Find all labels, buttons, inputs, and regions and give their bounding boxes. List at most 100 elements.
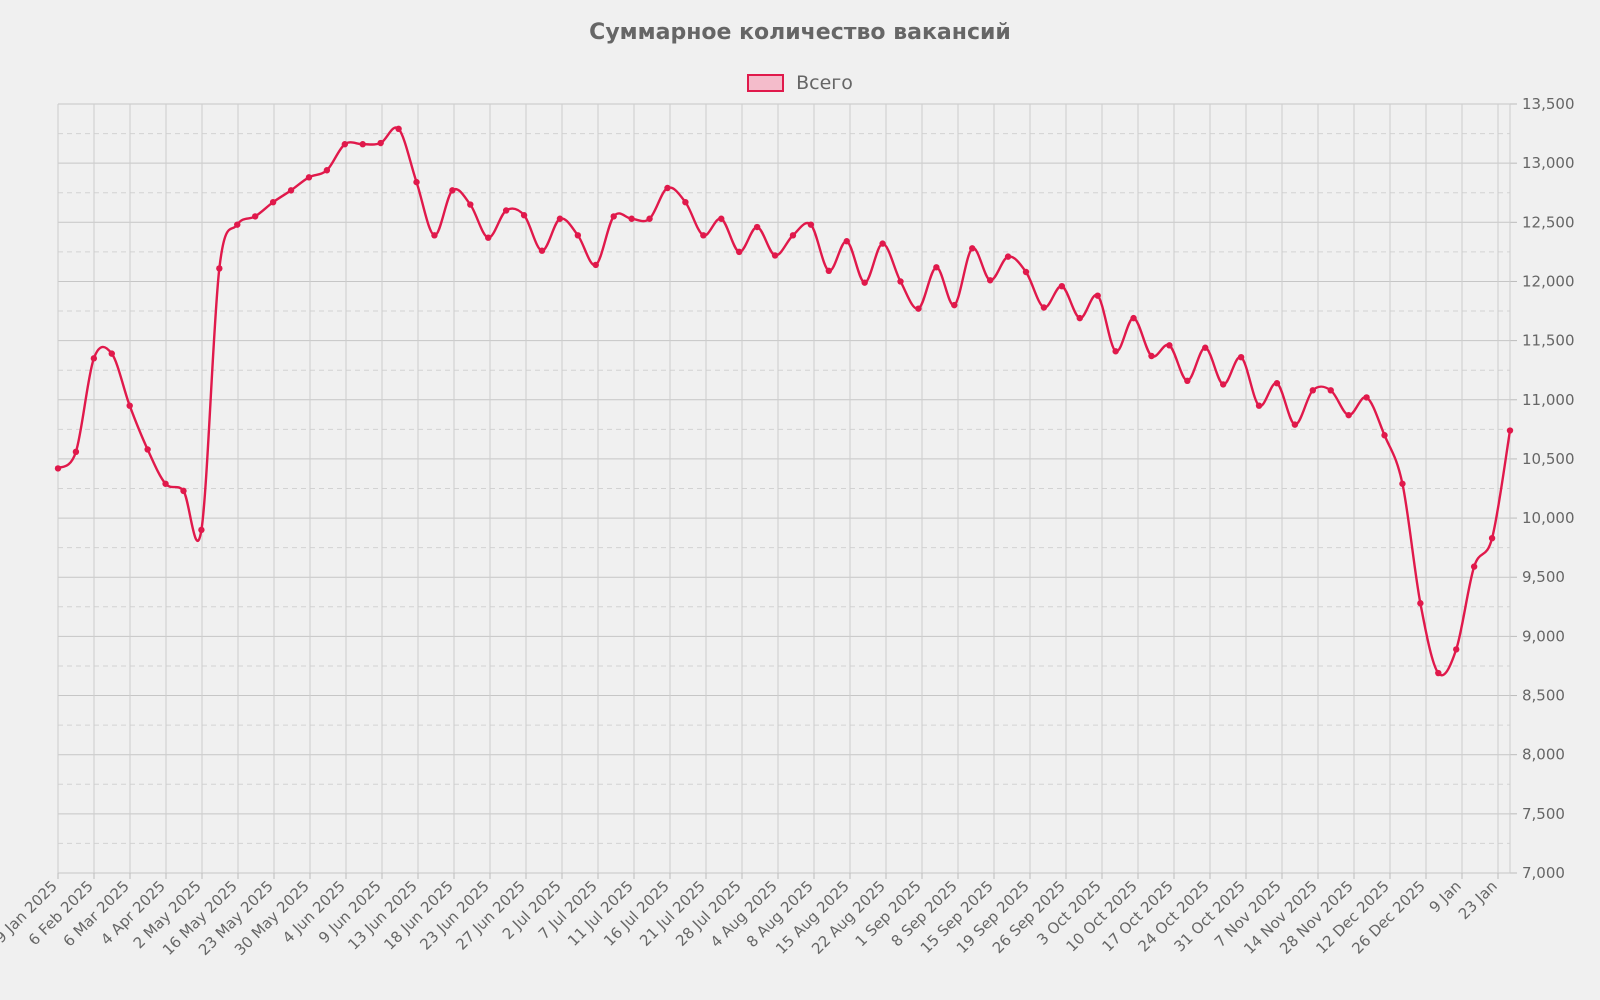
data-point [413, 178, 420, 186]
y-tick-label: 13,000 [1522, 154, 1575, 172]
data-point [162, 480, 169, 487]
data-point [54, 465, 62, 472]
legend-label: Всего [796, 72, 853, 94]
data-point [126, 402, 133, 409]
data-point [1363, 394, 1370, 401]
data-point [1076, 314, 1083, 322]
y-tick-label: 9,500 [1522, 568, 1565, 586]
data-point [556, 215, 564, 222]
data-point [1506, 427, 1514, 434]
data-point [718, 215, 725, 222]
data-point [1309, 387, 1317, 394]
data-point [1488, 534, 1496, 542]
data-point [1399, 480, 1406, 487]
data-point [538, 247, 546, 254]
data-point [1112, 348, 1119, 355]
data-point [287, 187, 295, 194]
data-point [467, 201, 474, 208]
data-point [180, 487, 187, 495]
data-point [861, 279, 868, 286]
data-point [449, 187, 456, 194]
data-point [305, 174, 313, 181]
data-point [825, 267, 833, 275]
data-point [90, 355, 98, 362]
data-point [1130, 314, 1137, 322]
data-point [1345, 411, 1352, 419]
data-point [1148, 352, 1155, 360]
data-point [395, 125, 402, 133]
series-line-vsego [57, 126, 1512, 677]
data-point [520, 212, 528, 219]
y-tick-label: 7,000 [1522, 864, 1565, 882]
data-point [1435, 669, 1442, 677]
data-point [951, 301, 958, 309]
x-tick-label: 23 Jan [1455, 877, 1501, 923]
data-point [431, 232, 438, 239]
y-tick-label: 10,500 [1522, 450, 1575, 468]
data-point [574, 232, 582, 239]
data-point [1094, 292, 1101, 299]
data-point [753, 223, 761, 231]
data-point [986, 277, 994, 284]
data-point [1381, 432, 1388, 439]
data-point [251, 213, 259, 220]
y-tick-label: 8,000 [1522, 746, 1565, 764]
data-point [1202, 344, 1209, 351]
data-point [1470, 563, 1478, 570]
data-point [502, 207, 510, 214]
y-tick-label: 13,500 [1522, 95, 1575, 113]
data-point [1184, 377, 1191, 385]
data-point [1453, 646, 1460, 653]
data-point [216, 265, 223, 272]
data-point [1273, 380, 1281, 387]
data-point [72, 448, 80, 456]
y-tick-label: 8,500 [1522, 687, 1565, 705]
data-point [485, 234, 492, 241]
data-point [234, 221, 241, 228]
data-point [108, 350, 115, 357]
data-point [1040, 304, 1048, 311]
data-point [897, 278, 904, 285]
data-point [628, 215, 635, 222]
data-point [807, 221, 815, 228]
y-tick-label: 11,500 [1522, 332, 1575, 350]
data-point [682, 198, 689, 206]
data-point [1255, 402, 1263, 409]
data-point [1237, 353, 1245, 361]
y-tick-label: 7,500 [1522, 805, 1565, 823]
data-point [144, 446, 151, 453]
data-point [933, 264, 940, 271]
data-point [915, 305, 922, 312]
y-tick-label: 11,000 [1522, 391, 1575, 409]
data-point [664, 184, 671, 192]
data-point [646, 215, 653, 222]
data-point [1417, 600, 1424, 607]
data-point [592, 261, 599, 269]
legend-swatch [747, 74, 785, 92]
data-point [843, 238, 850, 245]
data-point [771, 252, 779, 259]
data-point [1004, 253, 1012, 260]
y-tick-label: 12,000 [1522, 272, 1575, 290]
data-point [377, 139, 384, 147]
data-point [879, 240, 886, 247]
data-point [341, 141, 349, 148]
data-point [735, 248, 743, 256]
legend[interactable]: Всего [0, 72, 1600, 94]
data-point [969, 245, 976, 252]
data-point [789, 232, 797, 239]
y-tick-label: 9,000 [1522, 627, 1565, 645]
data-point [1166, 342, 1173, 349]
chart-title: Суммарное количество вакансий [589, 20, 1011, 45]
y-tick-label: 12,500 [1522, 213, 1575, 231]
data-point [700, 232, 707, 239]
data-point [1291, 421, 1299, 428]
data-point [1327, 387, 1334, 394]
data-point [359, 141, 366, 148]
data-point [269, 198, 277, 206]
data-point [198, 526, 205, 534]
data-point [610, 213, 617, 220]
data-point [1058, 282, 1066, 290]
